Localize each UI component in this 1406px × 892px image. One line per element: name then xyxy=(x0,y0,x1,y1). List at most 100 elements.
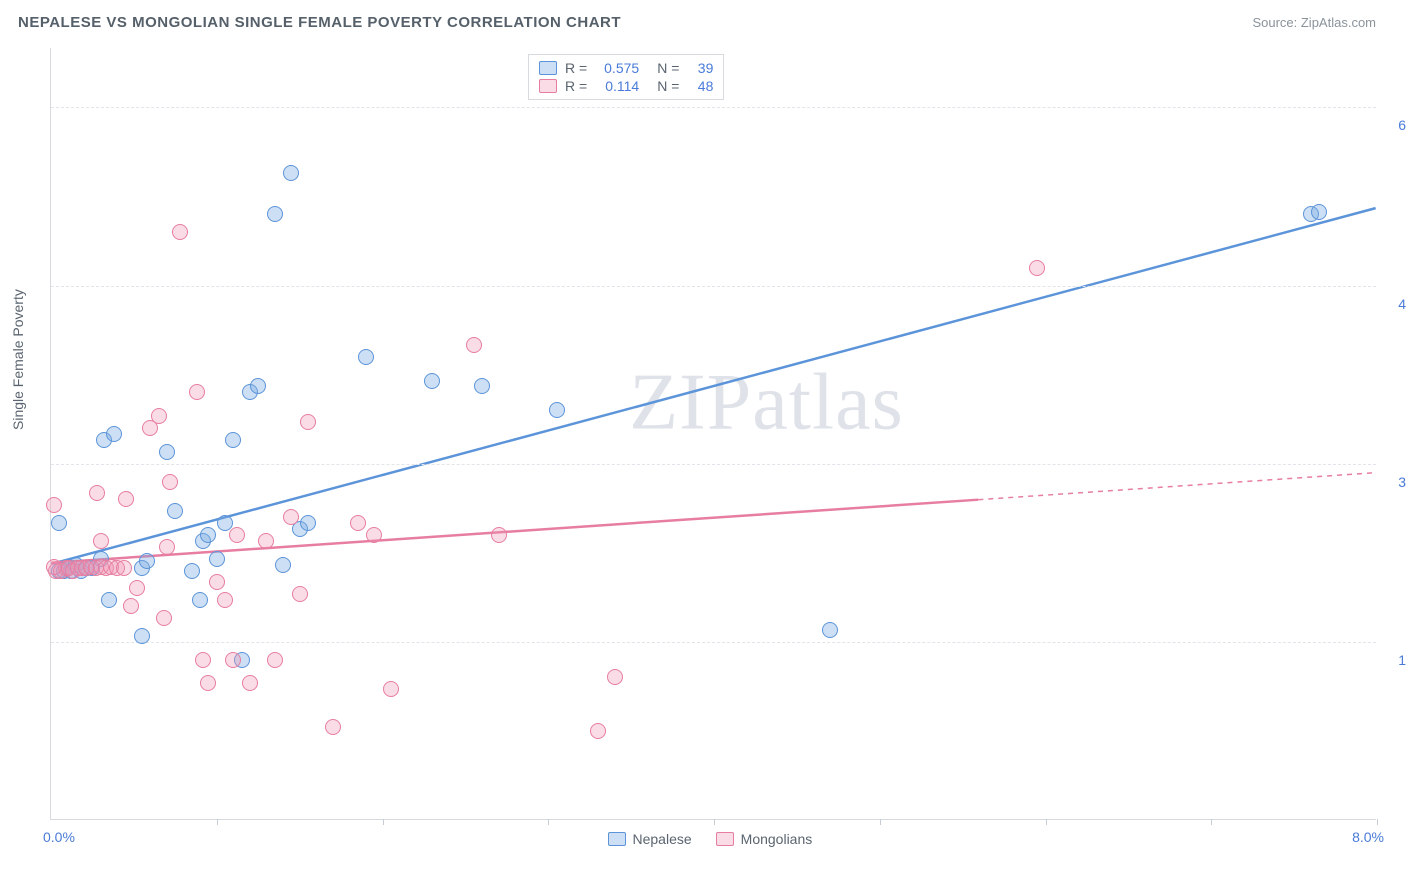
x-axis-min-label: 0.0% xyxy=(43,829,75,845)
x-tick xyxy=(714,819,715,825)
x-tick xyxy=(383,819,384,825)
data-point xyxy=(292,586,308,602)
grid-line xyxy=(51,642,1376,643)
data-point xyxy=(325,719,341,735)
data-point xyxy=(93,533,109,549)
correlation-legend: R = 0.575 N = 39 R = 0.114 N = 48 xyxy=(528,54,724,100)
data-point xyxy=(225,652,241,668)
data-point xyxy=(822,622,838,638)
data-point xyxy=(300,414,316,430)
data-point xyxy=(217,592,233,608)
legend-n-value: 48 xyxy=(687,78,713,94)
x-tick xyxy=(1046,819,1047,825)
data-point xyxy=(200,675,216,691)
data-point xyxy=(89,485,105,501)
data-point xyxy=(189,384,205,400)
x-tick xyxy=(217,819,218,825)
data-point xyxy=(162,474,178,490)
data-point xyxy=(275,557,291,573)
grid-line xyxy=(51,107,1376,108)
data-point xyxy=(366,527,382,543)
data-point xyxy=(474,378,490,394)
legend-n-value: 39 xyxy=(687,60,713,76)
data-point xyxy=(51,515,67,531)
data-point xyxy=(101,592,117,608)
data-point xyxy=(466,337,482,353)
data-point xyxy=(229,527,245,543)
chart-title: NEPALESE VS MONGOLIAN SINGLE FEMALE POVE… xyxy=(18,14,621,31)
data-point xyxy=(424,373,440,389)
data-point xyxy=(134,628,150,644)
data-point xyxy=(209,574,225,590)
data-point xyxy=(159,444,175,460)
series-name: Nepalese xyxy=(633,831,692,847)
data-point xyxy=(172,224,188,240)
data-point xyxy=(209,551,225,567)
data-point xyxy=(283,165,299,181)
y-tick-label: 45.0% xyxy=(1398,296,1406,312)
y-tick-label: 30.0% xyxy=(1398,474,1406,490)
data-point xyxy=(184,563,200,579)
data-point xyxy=(607,669,623,685)
data-point xyxy=(350,515,366,531)
data-point xyxy=(139,553,155,569)
source-label: Source: ZipAtlas.com xyxy=(1252,15,1376,30)
legend-r-label: R = xyxy=(565,78,587,94)
data-point xyxy=(200,527,216,543)
data-point xyxy=(1029,260,1045,276)
legend-bottom-item: Mongolians xyxy=(716,831,813,847)
data-point xyxy=(167,503,183,519)
data-point xyxy=(151,408,167,424)
data-point xyxy=(300,515,316,531)
data-point xyxy=(1311,204,1327,220)
legend-swatch xyxy=(539,61,557,75)
x-axis-max-label: 8.0% xyxy=(1352,829,1384,845)
data-point xyxy=(549,402,565,418)
data-point xyxy=(258,533,274,549)
data-point xyxy=(156,610,172,626)
series-name: Mongolians xyxy=(741,831,813,847)
data-point xyxy=(225,432,241,448)
data-point xyxy=(283,509,299,525)
data-point xyxy=(267,652,283,668)
data-point xyxy=(46,497,62,513)
legend-bottom-item: Nepalese xyxy=(608,831,692,847)
legend-swatch xyxy=(539,79,557,93)
data-point xyxy=(118,491,134,507)
legend-n-label: N = xyxy=(657,60,679,76)
x-tick xyxy=(548,819,549,825)
legend-r-value: 0.575 xyxy=(595,60,639,76)
legend-r-value: 0.114 xyxy=(595,78,639,94)
grid-line xyxy=(51,464,1376,465)
trend-lines xyxy=(51,48,1376,819)
data-point xyxy=(250,378,266,394)
legend-r-label: R = xyxy=(565,60,587,76)
data-point xyxy=(159,539,175,555)
data-point xyxy=(192,592,208,608)
data-point xyxy=(129,580,145,596)
data-point xyxy=(383,681,399,697)
data-point xyxy=(46,559,62,575)
legend-n-label: N = xyxy=(657,78,679,94)
series-legend: Nepalese Mongolians xyxy=(608,831,813,847)
x-tick xyxy=(1377,819,1378,825)
data-point xyxy=(590,723,606,739)
y-tick-label: 60.0% xyxy=(1398,117,1406,133)
data-point xyxy=(116,560,132,576)
legend-row: R = 0.114 N = 48 xyxy=(539,77,713,95)
data-point xyxy=(358,349,374,365)
legend-swatch xyxy=(716,832,734,846)
legend-swatch xyxy=(608,832,626,846)
scatter-chart: ZIPatlas R = 0.575 N = 39 R = 0.114 N = … xyxy=(50,48,1376,820)
y-axis-label: Single Female Poverty xyxy=(10,289,26,430)
data-point xyxy=(106,426,122,442)
x-tick xyxy=(880,819,881,825)
x-tick xyxy=(1211,819,1212,825)
data-point xyxy=(123,598,139,614)
legend-row: R = 0.575 N = 39 xyxy=(539,59,713,77)
data-point xyxy=(491,527,507,543)
watermark-text: ZIPatlas xyxy=(629,357,904,448)
y-tick-label: 15.0% xyxy=(1398,652,1406,668)
data-point xyxy=(267,206,283,222)
data-point xyxy=(242,675,258,691)
